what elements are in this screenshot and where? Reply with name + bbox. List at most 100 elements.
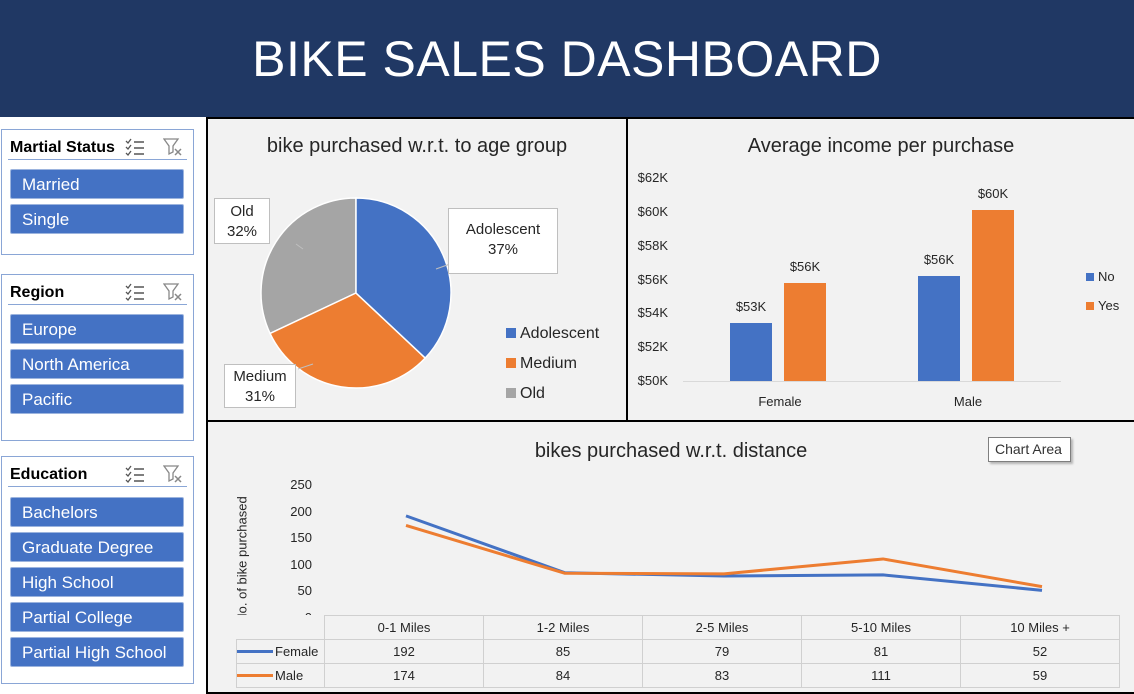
legend-key	[237, 674, 273, 677]
age-group-chart[interactable]: bike purchased w.r.t. to age group Adole…	[206, 117, 628, 422]
slicer-item-bachelors[interactable]: Bachelors	[10, 497, 184, 527]
data-table-col-header: 0-1 Miles	[324, 615, 484, 640]
income-chart[interactable]: Average income per purchase $50K $52K $54K…	[626, 117, 1134, 422]
data-label-medium: Medium 31%	[224, 364, 296, 408]
x-category-male: Male	[953, 394, 983, 409]
pie-plot	[260, 197, 452, 389]
data-table-row-female: Female 192 85 79 81 52	[236, 639, 1120, 664]
bar-female-no[interactable]	[730, 322, 772, 381]
slicer-title: Martial Status	[10, 139, 115, 156]
bar-male-no[interactable]	[918, 275, 960, 381]
data-table-row-male: Male 174 84 83 111 59	[236, 663, 1120, 688]
legend-yes: Yes	[1086, 298, 1119, 313]
y-tick-label: $54K	[637, 305, 668, 321]
multi-select-icon[interactable]	[125, 138, 145, 156]
data-table-cell: 174	[324, 663, 484, 688]
data-table-cell: 79	[642, 639, 802, 664]
y-tick-label: $56K	[637, 271, 668, 287]
data-table-cell: 52	[960, 639, 1120, 664]
y-tick-label: 200	[290, 503, 312, 519]
data-table-corner	[237, 616, 325, 640]
legend-medium: Medium	[506, 355, 577, 373]
y-tick-label: $60K	[637, 203, 668, 219]
chart-title: Average income per purchase	[747, 135, 1015, 157]
legend-label: Medium	[520, 355, 577, 372]
slicer-item-north-america[interactable]: North America	[10, 349, 184, 379]
clear-filter-icon[interactable]	[163, 137, 183, 157]
data-table: 0-1 Miles 1-2 Miles 2-5 Miles 5-10 Miles…	[236, 615, 1120, 688]
slicer-item-europe[interactable]: Europe	[10, 314, 184, 344]
y-tick-label: $62K	[637, 170, 668, 185]
legend-swatch	[506, 388, 516, 398]
slicer-region: Region Europe North America Pacific	[1, 274, 194, 441]
slicer-item-graduate-degree[interactable]: Graduate Degree	[10, 532, 184, 562]
clear-filter-icon[interactable]	[163, 282, 183, 302]
legend-swatch	[1086, 273, 1094, 281]
slicer-item-single[interactable]: Single	[10, 204, 184, 234]
y-tick-label: $52K	[637, 339, 668, 355]
y-tick-label: 100	[290, 556, 312, 572]
y-tick-label: 50	[297, 583, 312, 599]
legend-swatch	[1086, 302, 1094, 310]
slicer-header: Education	[8, 461, 187, 487]
data-label: $53K	[735, 298, 767, 314]
data-label-category: Medium	[233, 368, 287, 385]
legend-old: Old	[506, 385, 545, 403]
multi-select-icon[interactable]	[125, 283, 145, 301]
data-table-col-header: 1-2 Miles	[483, 615, 643, 640]
data-table-col-header: 10 Miles +	[960, 615, 1120, 640]
data-label: $56K	[789, 259, 821, 275]
slicer-item-partial-college[interactable]: Partial College	[10, 602, 184, 632]
multi-select-icon[interactable]	[125, 465, 145, 483]
data-label-category: Old	[230, 203, 254, 220]
data-label-percent: 32%	[226, 223, 258, 240]
dashboard-header: BIKE SALES DASHBOARD	[0, 0, 1134, 117]
line-plot	[405, 514, 1043, 592]
pie-slice-adolescent[interactable]	[355, 197, 452, 360]
data-table-col-header: 2-5 Miles	[642, 615, 802, 640]
data-label-category: Adolescent	[465, 221, 541, 238]
line-series-female[interactable]	[405, 514, 1043, 592]
series-name: Female	[275, 644, 319, 659]
legend-label: No	[1098, 269, 1115, 284]
data-table-cell: 81	[801, 639, 961, 664]
x-axis-line	[683, 381, 1061, 382]
clear-filter-icon[interactable]	[163, 464, 183, 484]
slicer-item-pacific[interactable]: Pacific	[10, 384, 184, 414]
data-table-header-row: 0-1 Miles 1-2 Miles 2-5 Miles 5-10 Miles…	[237, 615, 1120, 640]
legend-label: Yes	[1098, 298, 1120, 313]
pie-slice-old[interactable]	[260, 197, 357, 335]
slicer-item-married[interactable]: Married	[10, 169, 184, 199]
slicer-education: Education Bachelors Graduate Degree High…	[1, 456, 194, 684]
data-table-row-header: Male	[236, 663, 325, 688]
slicer-title: Education	[10, 466, 88, 483]
data-table-cell: 84	[483, 663, 643, 688]
data-table-cell: 111	[801, 663, 961, 688]
x-category-female: Female	[758, 394, 802, 409]
y-tick-label: $58K	[637, 237, 668, 253]
slicer-header: Region	[8, 279, 187, 305]
legend-label: Old	[520, 385, 545, 402]
y-tick-label: 250	[290, 477, 312, 492]
y-tick-label: $50K	[637, 373, 668, 388]
bar-male-yes[interactable]	[972, 209, 1014, 381]
data-label-adolescent: Adolescent 37%	[448, 208, 558, 274]
dashboard-title: BIKE SALES DASHBOARD	[252, 31, 882, 87]
legend-label: Adolescent	[520, 325, 600, 342]
slicer-item-partial-high-school[interactable]: Partial High School	[10, 637, 184, 667]
data-label-old: Old 32%	[214, 198, 270, 244]
legend-no: No	[1086, 269, 1115, 284]
data-table-row-header: Female	[236, 639, 325, 664]
data-table-cell: 83	[642, 663, 802, 688]
pie-slice-medium[interactable]	[269, 292, 427, 389]
bar-female-yes[interactable]	[784, 283, 826, 381]
slicer-title: Region	[10, 284, 65, 301]
data-label: $56K	[923, 251, 955, 267]
data-table-cell: 59	[960, 663, 1120, 688]
chart-title: bike purchased w.r.t. to age group	[266, 135, 568, 157]
line-series-male[interactable]	[405, 523, 1043, 589]
data-table-cell: 192	[324, 639, 484, 664]
legend-adolescent: Adolescent	[506, 325, 599, 343]
data-label: $60K	[977, 185, 1009, 201]
slicer-item-high-school[interactable]: High School	[10, 567, 184, 597]
